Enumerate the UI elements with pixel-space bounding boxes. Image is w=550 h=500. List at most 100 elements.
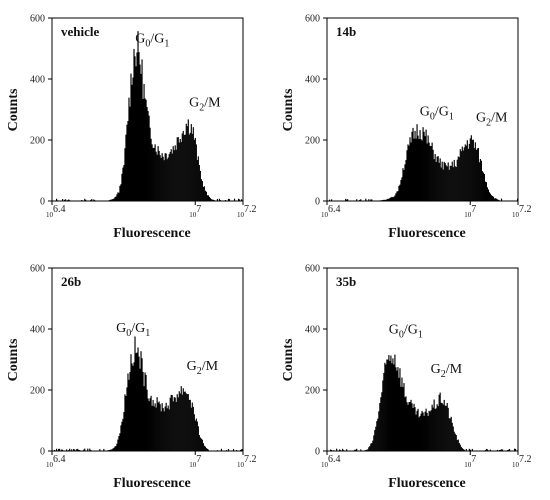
histogram-bar — [449, 418, 451, 451]
histogram-bar — [391, 196, 393, 201]
panel-35b: 0 200 400 600 106.4 107 107.2 Fluorescence Count… — [275, 250, 550, 500]
histogram-bar — [367, 449, 369, 451]
histogram-bar — [206, 195, 208, 201]
x-tick-base: 10 — [512, 211, 520, 219]
histogram-bar — [111, 199, 113, 201]
histogram-bar — [172, 146, 174, 201]
histogram-bar — [444, 405, 446, 451]
histogram-bar — [178, 142, 180, 201]
histogram-bar — [454, 433, 456, 451]
histogram-bar — [169, 151, 171, 201]
histogram-bar — [468, 143, 470, 201]
histogram-bar — [77, 448, 79, 451]
histogram-bar — [472, 139, 474, 201]
histogram-bar — [237, 198, 240, 201]
histogram-bar — [205, 448, 207, 451]
x-tick-label: 106.4 — [321, 204, 341, 219]
histogram-bar — [419, 416, 421, 451]
x-tick-exponent: 7 — [196, 454, 201, 465]
histogram-bar — [470, 135, 472, 201]
histogram-bar — [403, 170, 405, 201]
histogram-bars — [330, 354, 517, 451]
y-axis-label: Counts — [6, 88, 21, 131]
histogram-bar — [179, 393, 181, 451]
x-tick-base: 10 — [321, 211, 329, 219]
histogram-bar — [192, 127, 194, 201]
histogram-bar — [437, 406, 439, 451]
histogram-bar — [343, 450, 345, 451]
histogram-bar — [125, 396, 127, 451]
histogram-bar — [429, 145, 431, 201]
histogram-bar — [211, 199, 213, 201]
histogram-bar — [333, 450, 335, 451]
histogram-bar — [446, 166, 448, 201]
y-tick-label: 600 — [30, 14, 45, 25]
histogram-bar — [213, 200, 216, 201]
histogram-bar — [169, 397, 171, 451]
histogram-bar — [167, 405, 169, 451]
phase-annotation-sub1: 0 — [126, 328, 131, 339]
histogram-bar — [354, 449, 356, 451]
histogram-bar — [435, 162, 437, 201]
histogram-bar — [195, 418, 197, 451]
histogram-bar — [166, 159, 168, 201]
histogram-bar — [430, 410, 432, 451]
histogram-bar — [208, 196, 210, 201]
histogram-bar — [145, 374, 147, 451]
histogram-bar — [117, 439, 119, 451]
histogram-bar — [203, 445, 205, 451]
histogram-bar — [494, 198, 497, 201]
histogram-bar — [360, 449, 362, 451]
histogram-bar — [491, 195, 494, 201]
histogram-bar — [165, 153, 167, 201]
histogram-bar — [192, 406, 194, 451]
histogram-bar — [416, 124, 418, 201]
histogram-bar — [379, 200, 381, 201]
x-tick-label: 106.4 — [321, 454, 341, 469]
panel-vehicle: 0 200 400 600 106.4 107 107.2 Fluorescence Count… — [0, 0, 275, 250]
histogram-bar — [492, 196, 495, 201]
histogram-bar — [462, 150, 464, 201]
histogram-bar — [451, 161, 453, 201]
histogram-bar — [69, 200, 71, 201]
histogram-bar — [161, 153, 163, 201]
y-tick-label: 400 — [305, 325, 320, 336]
histogram-bar — [339, 449, 341, 451]
phase-annotation-sub2: 1 — [145, 328, 150, 339]
phase-annotation-main: G — [187, 359, 197, 374]
histogram-bar — [360, 199, 362, 201]
histogram-bar — [388, 355, 390, 451]
histogram-bar — [143, 83, 145, 201]
histogram-bar — [134, 56, 136, 202]
histogram-bar — [157, 146, 159, 201]
y-tick-label: 0 — [315, 447, 320, 458]
histogram-bar — [487, 189, 489, 201]
histogram-bar — [366, 200, 368, 201]
histogram-bar — [191, 133, 193, 201]
x-tick-base: 10 — [464, 211, 472, 219]
histogram-bar — [404, 397, 406, 451]
x-tick-exponent: 7 — [471, 204, 476, 215]
histogram-bar — [423, 415, 425, 451]
x-tick-label: 106.4 — [46, 454, 66, 469]
histogram-bar — [114, 446, 116, 451]
histogram-bar — [161, 403, 163, 451]
histogram-bar — [170, 149, 172, 201]
histogram-bar — [408, 402, 410, 451]
histogram-bar — [413, 403, 415, 451]
x-axis-label: Fluorescence — [388, 476, 466, 491]
histogram-bar — [420, 139, 422, 201]
histogram-bar — [452, 426, 454, 451]
histogram-bar — [182, 130, 184, 201]
y-tick-label: 400 — [30, 325, 45, 336]
histogram-bar — [163, 411, 165, 451]
histogram-bar — [473, 148, 475, 201]
histogram-bar — [432, 407, 434, 451]
histogram-bar — [424, 411, 426, 451]
histogram-bar — [479, 159, 481, 201]
y-tick-label: 600 — [305, 14, 320, 25]
histogram-bar — [108, 450, 110, 451]
histogram-bar — [441, 161, 443, 201]
phase-annotation: G0/G1 — [420, 105, 454, 123]
histogram-bar — [59, 448, 61, 451]
